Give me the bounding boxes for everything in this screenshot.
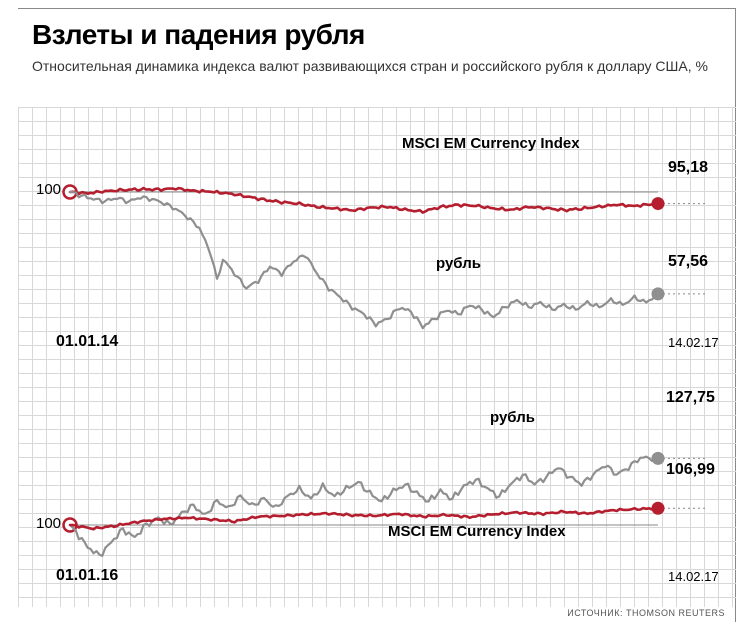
label-bot-msci-name: MSCI EM Currency Index <box>388 523 566 540</box>
label-bot-ruble-name: рубль <box>490 409 535 426</box>
chart-svg <box>18 107 736 607</box>
label-top-start: 01.01.14 <box>56 333 118 351</box>
label-bot-ruble-end: 127,75 <box>666 389 715 407</box>
header: Взлеты и падения рубля Относительная дин… <box>18 9 735 87</box>
label-top-end: 14.02.17 <box>668 335 719 350</box>
label-bot-msci-end: 106,99 <box>666 461 715 479</box>
chart-title: Взлеты и падения рубля <box>32 19 721 51</box>
label-top-msci-name: MSCI EM Currency Index <box>402 135 580 152</box>
label-top-100: 100 <box>36 181 61 198</box>
label-top-msci-end: 95,18 <box>668 159 708 177</box>
label-bot-start: 01.01.16 <box>56 567 118 585</box>
chart-subtitle: Относительная динамика индекса валют раз… <box>32 57 721 75</box>
label-bot-100: 100 <box>36 515 61 532</box>
chart-container: Взлеты и падения рубля Относительная дин… <box>18 8 736 622</box>
source-text: ИСТОЧНИК: THOMSON REUTERS <box>567 608 725 618</box>
label-bot-end: 14.02.17 <box>668 569 719 584</box>
label-top-ruble-name: рубль <box>436 255 481 272</box>
label-top-ruble-end: 57,56 <box>668 253 708 271</box>
